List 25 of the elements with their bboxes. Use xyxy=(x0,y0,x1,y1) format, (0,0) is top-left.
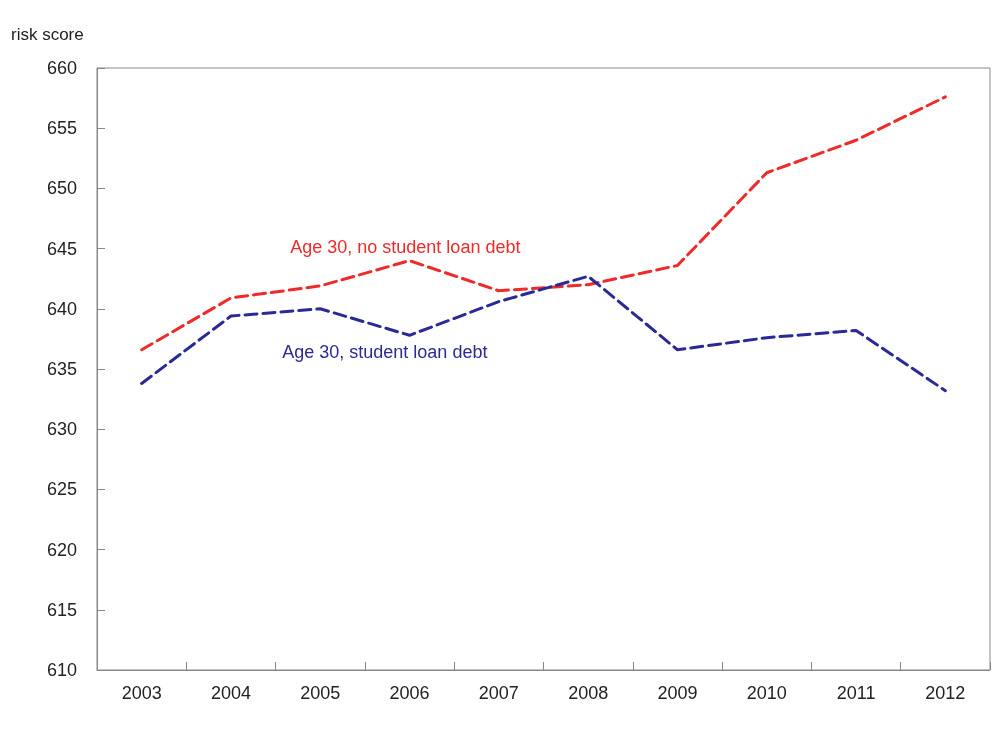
y-axis-title: risk score xyxy=(11,25,84,44)
y-tick-label: 635 xyxy=(46,359,77,379)
x-tick-label: 2007 xyxy=(478,683,519,703)
y-tick-label: 620 xyxy=(46,539,77,560)
x-tick-label: 2012 xyxy=(925,683,966,703)
x-tick-label: 2010 xyxy=(746,683,787,703)
y-tick-label: 640 xyxy=(46,298,77,319)
y-tick-label: 645 xyxy=(46,238,77,259)
x-tick-label: 2004 xyxy=(210,683,251,703)
y-tick-label: 610 xyxy=(46,660,77,680)
x-tick-label: 2008 xyxy=(568,683,609,703)
y-tick-label: 660 xyxy=(46,58,77,78)
x-tick-label: 2009 xyxy=(657,683,698,703)
x-tick-label: 2011 xyxy=(836,683,876,703)
series-label: Age 30, student loan debt xyxy=(282,341,488,362)
y-tick-label: 650 xyxy=(46,178,77,199)
x-tick-label: 2003 xyxy=(121,683,162,703)
line-series xyxy=(140,274,947,393)
y-tick-label: 655 xyxy=(46,118,77,139)
series-label: Age 30, no student loan debt xyxy=(290,236,521,257)
x-tick-label: 2005 xyxy=(300,683,341,703)
x-tick-label: 2006 xyxy=(389,683,430,703)
y-tick-label: 630 xyxy=(46,419,77,440)
y-tick-label: 615 xyxy=(46,599,77,620)
y-tick-label: 625 xyxy=(46,479,77,500)
